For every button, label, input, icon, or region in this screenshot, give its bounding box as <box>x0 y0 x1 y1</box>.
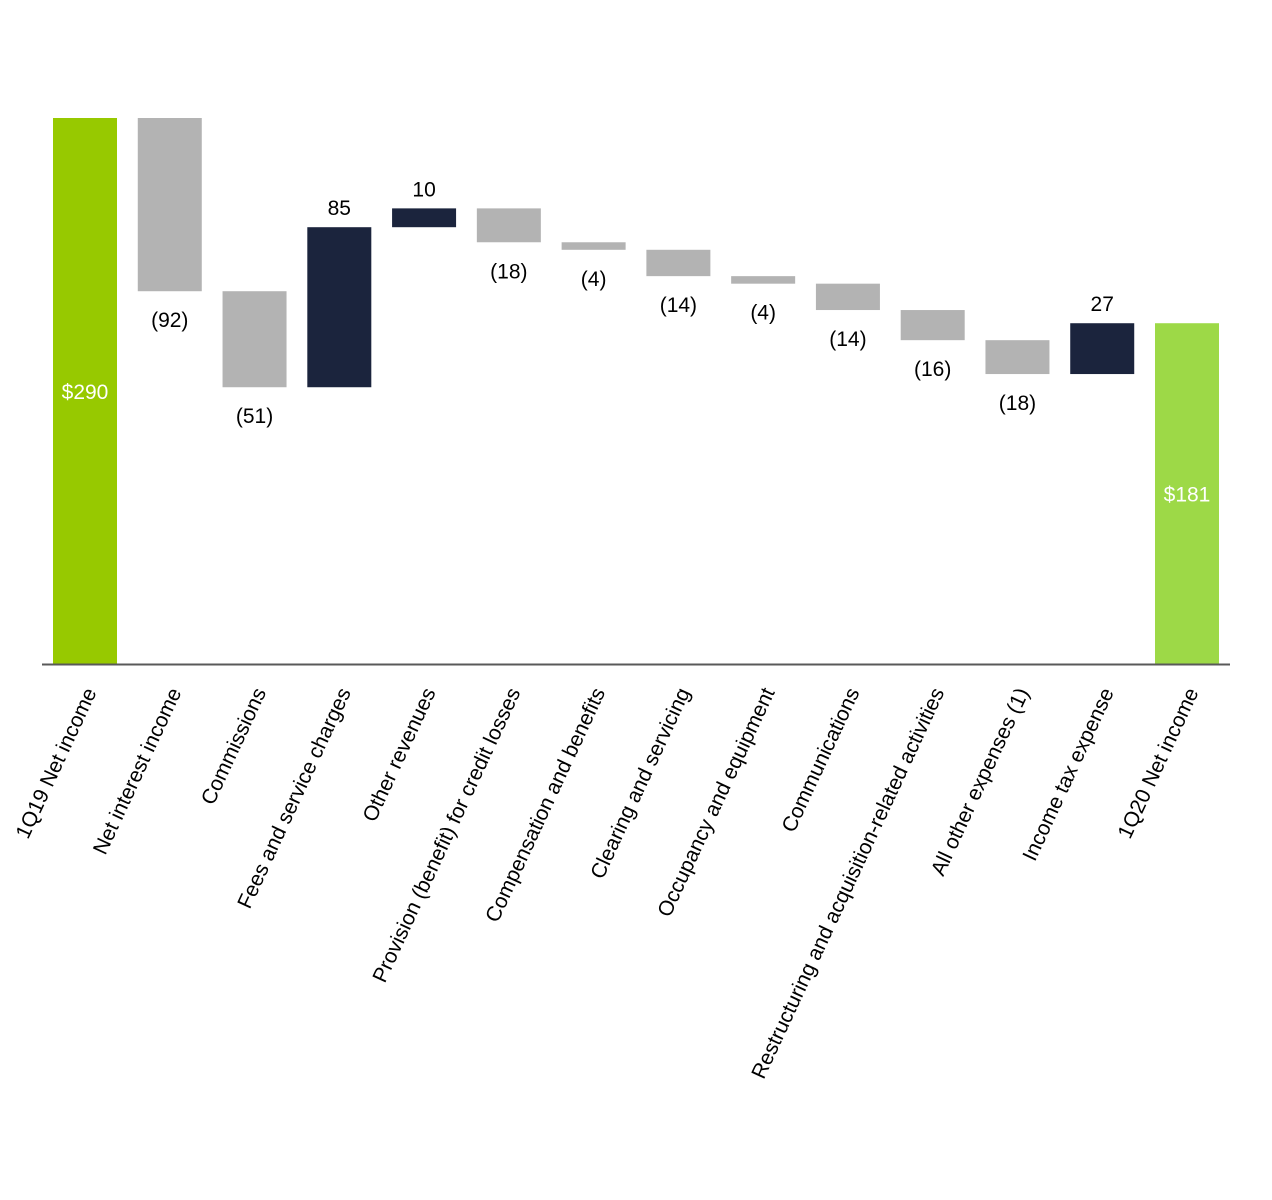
x-tick-label: 1Q19 Net income <box>12 684 102 842</box>
value-label: (4) <box>750 302 776 325</box>
value-label: 85 <box>328 197 351 220</box>
bar <box>307 227 372 388</box>
bar <box>137 118 202 292</box>
value-label: (14) <box>829 328 866 351</box>
bar <box>731 276 796 284</box>
value-label: 27 <box>1091 293 1114 316</box>
value-label: $181 <box>1164 484 1211 507</box>
x-tick-label: Communications <box>778 684 865 835</box>
value-label: (16) <box>914 358 951 381</box>
value-label: 10 <box>412 178 435 201</box>
value-label: (18) <box>490 260 527 283</box>
bar <box>476 208 541 243</box>
value-label: (4) <box>581 268 607 291</box>
bar <box>985 340 1050 375</box>
x-tick-label: All other expenses (1) <box>927 684 1034 879</box>
bar <box>561 242 626 250</box>
x-tick-label: Provision (benefit) for credit losses <box>368 684 525 986</box>
x-tick-label: Other revenues <box>359 684 441 825</box>
value-label: $290 <box>62 381 109 404</box>
value-label: (92) <box>151 309 188 332</box>
bar <box>392 208 457 228</box>
value-label: (18) <box>999 392 1036 415</box>
bar <box>1070 323 1135 375</box>
bar <box>815 283 880 311</box>
value-label: (51) <box>236 405 273 428</box>
bar <box>900 310 965 341</box>
bar <box>1155 323 1219 664</box>
x-tick-label: 1Q20 Net income <box>1114 684 1204 842</box>
bar <box>222 291 287 388</box>
bar <box>646 249 711 277</box>
x-tick-label: Net interest income <box>89 684 186 858</box>
bar <box>53 118 117 664</box>
x-tick-label: Clearing and servicing <box>586 684 695 882</box>
value-label: (14) <box>660 294 697 317</box>
x-tick-label: Commissions <box>197 684 271 808</box>
x-tick-label: Restructuring and acquisition-related ac… <box>747 684 949 1082</box>
x-tick-label: Income tax expense <box>1018 684 1118 864</box>
